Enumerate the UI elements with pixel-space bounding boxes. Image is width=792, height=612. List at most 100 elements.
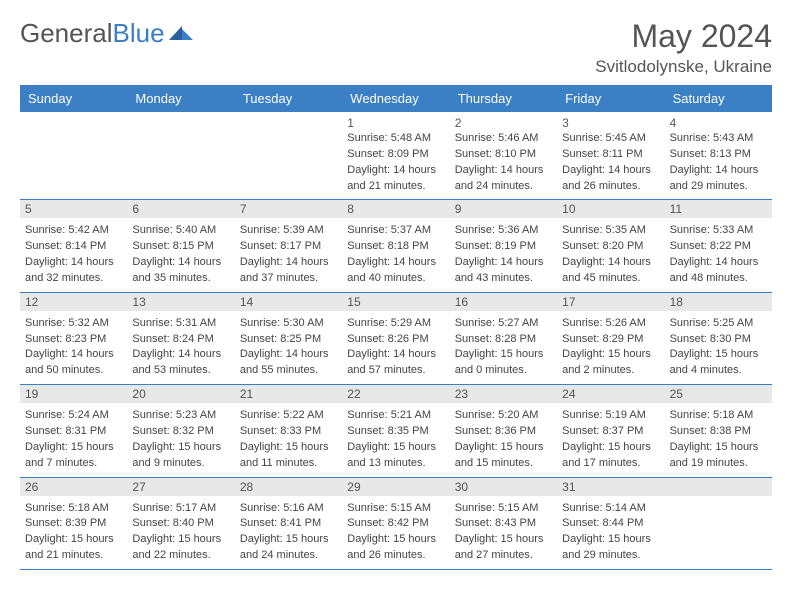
day-info-line: Sunrise: 5:23 AM <box>132 408 229 423</box>
day-info-line: Daylight: 15 hours <box>562 532 659 547</box>
day-info-line: and 7 minutes. <box>25 456 122 471</box>
day-number: 2 <box>455 116 552 130</box>
day-cell: 2Sunrise: 5:46 AMSunset: 8:10 PMDaylight… <box>450 112 557 199</box>
day-info-line: Daylight: 14 hours <box>562 163 659 178</box>
day-cell: Sunrise: 5:32 AMSunset: 8:23 PMDaylight:… <box>20 311 127 384</box>
week-row: Sunrise: 5:42 AMSunset: 8:14 PMDaylight:… <box>20 218 772 292</box>
day-info-line: and 26 minutes. <box>347 548 444 563</box>
day-cell: Sunrise: 5:30 AMSunset: 8:25 PMDaylight:… <box>235 311 342 384</box>
dow-fri: Friday <box>557 85 664 112</box>
date-cell: 31 <box>557 478 664 496</box>
day-cell: 4Sunrise: 5:43 AMSunset: 8:13 PMDaylight… <box>665 112 772 199</box>
day-number: 3 <box>562 116 659 130</box>
day-info-line: and 11 minutes. <box>240 456 337 471</box>
date-cell: 14 <box>235 293 342 311</box>
day-info-line: and 13 minutes. <box>347 456 444 471</box>
week-1: 567891011Sunrise: 5:42 AMSunset: 8:14 PM… <box>20 200 772 292</box>
date-cell <box>665 478 772 496</box>
date-cell: 7 <box>235 200 342 218</box>
day-cell: Sunrise: 5:35 AMSunset: 8:20 PMDaylight:… <box>557 218 664 291</box>
week-4: 262728293031Sunrise: 5:18 AMSunset: 8:39… <box>20 478 772 570</box>
day-info-line: and 29 minutes. <box>670 179 767 194</box>
day-info-line: and 29 minutes. <box>562 548 659 563</box>
day-info-line: Sunset: 8:30 PM <box>670 332 767 347</box>
date-cell: 18 <box>665 293 772 311</box>
day-info-line: Sunset: 8:10 PM <box>455 147 552 162</box>
day-info-line: and 43 minutes. <box>455 271 552 286</box>
day-info-line: Sunset: 8:36 PM <box>455 424 552 439</box>
day-info-line: Daylight: 15 hours <box>670 347 767 362</box>
day-info-line: Sunset: 8:17 PM <box>240 239 337 254</box>
day-cell: Sunrise: 5:19 AMSunset: 8:37 PMDaylight:… <box>557 403 664 476</box>
day-cell <box>127 112 234 199</box>
day-info-line: Daylight: 14 hours <box>455 255 552 270</box>
day-info-line: Sunrise: 5:24 AM <box>25 408 122 423</box>
day-info-line: Sunrise: 5:33 AM <box>670 223 767 238</box>
day-cell: Sunrise: 5:37 AMSunset: 8:18 PMDaylight:… <box>342 218 449 291</box>
day-cell: Sunrise: 5:40 AMSunset: 8:15 PMDaylight:… <box>127 218 234 291</box>
logo-part2: Blue <box>113 18 165 48</box>
day-info-line: Sunrise: 5:25 AM <box>670 316 767 331</box>
day-cell: Sunrise: 5:29 AMSunset: 8:26 PMDaylight:… <box>342 311 449 384</box>
day-info-line: Daylight: 14 hours <box>347 163 444 178</box>
dow-wed: Wednesday <box>342 85 449 112</box>
day-info-line: and 4 minutes. <box>670 363 767 378</box>
day-info-line: and 9 minutes. <box>132 456 229 471</box>
day-cell: Sunrise: 5:14 AMSunset: 8:44 PMDaylight:… <box>557 496 664 569</box>
day-info-line: Daylight: 14 hours <box>132 255 229 270</box>
day-cell: Sunrise: 5:21 AMSunset: 8:35 PMDaylight:… <box>342 403 449 476</box>
day-cell: Sunrise: 5:27 AMSunset: 8:28 PMDaylight:… <box>450 311 557 384</box>
day-number: 4 <box>670 116 767 130</box>
day-cell: Sunrise: 5:31 AMSunset: 8:24 PMDaylight:… <box>127 311 234 384</box>
day-info-line: Sunset: 8:13 PM <box>670 147 767 162</box>
day-info-line: Sunrise: 5:35 AM <box>562 223 659 238</box>
day-info-line: Sunset: 8:43 PM <box>455 516 552 531</box>
day-info-line: and 21 minutes. <box>347 179 444 194</box>
week-2: 12131415161718Sunrise: 5:32 AMSunset: 8:… <box>20 293 772 385</box>
logo-text: GeneralBlue <box>20 18 165 49</box>
day-info-line: Daylight: 14 hours <box>347 347 444 362</box>
day-info-line: Sunrise: 5:16 AM <box>240 501 337 516</box>
day-info-line: Daylight: 14 hours <box>670 163 767 178</box>
day-info-line: Sunrise: 5:21 AM <box>347 408 444 423</box>
day-info-line: Sunset: 8:14 PM <box>25 239 122 254</box>
day-info-line: Daylight: 14 hours <box>25 255 122 270</box>
day-info-line: Sunrise: 5:19 AM <box>562 408 659 423</box>
day-info-line: Sunrise: 5:26 AM <box>562 316 659 331</box>
day-info-line: Daylight: 15 hours <box>562 440 659 455</box>
day-info-line: Sunset: 8:28 PM <box>455 332 552 347</box>
date-cell: 21 <box>235 385 342 403</box>
day-info-line: and 37 minutes. <box>240 271 337 286</box>
day-info-line: and 50 minutes. <box>25 363 122 378</box>
day-info-line: Sunrise: 5:14 AM <box>562 501 659 516</box>
day-info-line: and 17 minutes. <box>562 456 659 471</box>
day-info-line: and 24 minutes. <box>455 179 552 194</box>
month-title: May 2024 <box>595 18 772 55</box>
date-band: 19202122232425 <box>20 385 772 403</box>
day-info-line: Daylight: 15 hours <box>455 347 552 362</box>
date-cell: 19 <box>20 385 127 403</box>
day-info-line: Sunset: 8:22 PM <box>670 239 767 254</box>
day-cell: Sunrise: 5:16 AMSunset: 8:41 PMDaylight:… <box>235 496 342 569</box>
day-info-line: Sunset: 8:39 PM <box>25 516 122 531</box>
day-info-line: Sunrise: 5:32 AM <box>25 316 122 331</box>
day-info-line: Sunset: 8:23 PM <box>25 332 122 347</box>
dow-tue: Tuesday <box>235 85 342 112</box>
day-cell <box>235 112 342 199</box>
day-info-line: Sunrise: 5:15 AM <box>347 501 444 516</box>
day-info-line: Sunset: 8:25 PM <box>240 332 337 347</box>
dow-sun: Sunday <box>20 85 127 112</box>
day-info-line: Daylight: 15 hours <box>240 440 337 455</box>
date-cell: 27 <box>127 478 234 496</box>
date-cell: 23 <box>450 385 557 403</box>
day-info-line: Sunrise: 5:45 AM <box>562 131 659 146</box>
day-info-line: Daylight: 14 hours <box>670 255 767 270</box>
day-info-line: and 22 minutes. <box>132 548 229 563</box>
day-info-line: Sunset: 8:33 PM <box>240 424 337 439</box>
week-row: 1Sunrise: 5:48 AMSunset: 8:09 PMDaylight… <box>20 112 772 200</box>
day-info-line: Sunset: 8:40 PM <box>132 516 229 531</box>
day-cell: Sunrise: 5:15 AMSunset: 8:42 PMDaylight:… <box>342 496 449 569</box>
day-info-line: Sunrise: 5:18 AM <box>25 501 122 516</box>
day-info-line: Sunset: 8:29 PM <box>562 332 659 347</box>
day-cell: Sunrise: 5:24 AMSunset: 8:31 PMDaylight:… <box>20 403 127 476</box>
